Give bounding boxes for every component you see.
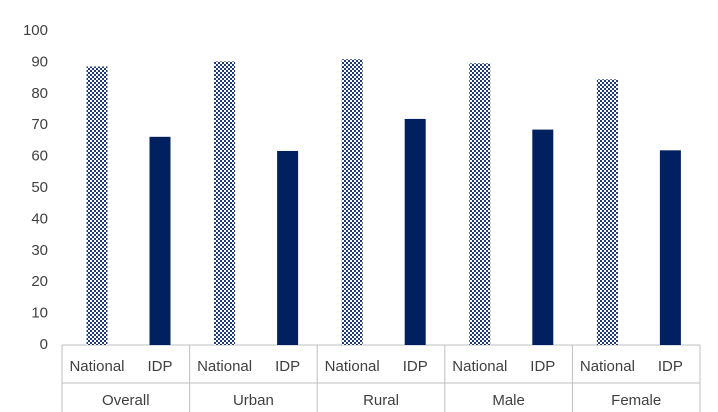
- y-tick-label: 40: [31, 210, 48, 227]
- x-tick-label: IDP: [147, 358, 172, 375]
- y-tick-label: 80: [31, 85, 48, 102]
- x-group-label: Male: [492, 392, 525, 409]
- bar: [469, 63, 491, 345]
- x-tick-label: IDP: [658, 358, 683, 375]
- x-tick-label: National: [69, 358, 124, 375]
- y-tick-label: 100: [23, 22, 48, 39]
- bar: [341, 59, 363, 345]
- y-tick-label: 20: [31, 273, 48, 290]
- y-tick-label: 30: [31, 242, 48, 259]
- bar: [86, 66, 108, 346]
- y-tick-label: 70: [31, 116, 48, 133]
- x-tick-label: IDP: [403, 358, 428, 375]
- x-tick-label: National: [452, 358, 507, 375]
- x-tick-label: National: [580, 358, 635, 375]
- y-tick-label: 10: [31, 305, 48, 322]
- bar: [659, 150, 681, 345]
- x-tick-label: National: [197, 358, 252, 375]
- x-tick-label: National: [325, 358, 380, 375]
- bar: [149, 136, 171, 345]
- y-tick-label: 0: [40, 336, 48, 353]
- bar: [277, 150, 299, 345]
- x-group-label: Rural: [363, 392, 399, 409]
- y-tick-label: 90: [31, 53, 48, 70]
- x-group-label: Overall: [102, 392, 150, 409]
- bar: [404, 118, 426, 345]
- x-group-label: Urban: [233, 392, 274, 409]
- bar: [532, 129, 554, 345]
- x-tick-label: IDP: [530, 358, 555, 375]
- x-tick-label: IDP: [275, 358, 300, 375]
- bar: [596, 79, 618, 345]
- bar: [214, 61, 236, 345]
- y-tick-label: 60: [31, 148, 48, 165]
- x-group-label: Female: [611, 392, 661, 409]
- y-tick-label: 50: [31, 179, 48, 196]
